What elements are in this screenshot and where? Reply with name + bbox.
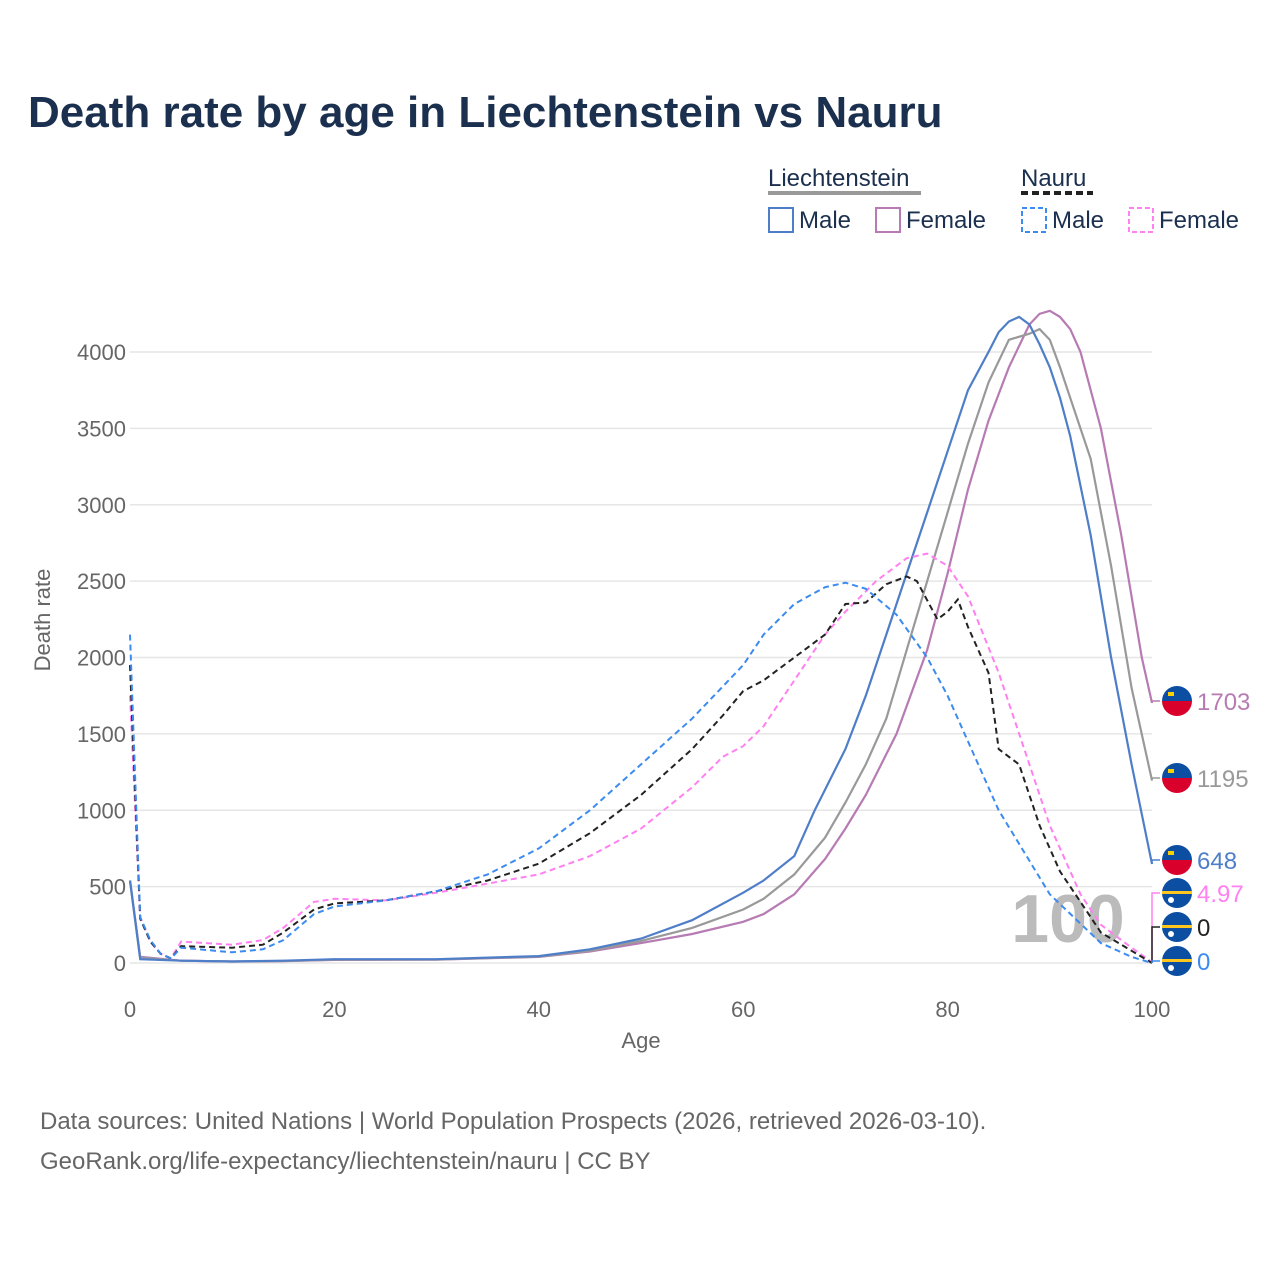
- source-line: Data sources: United Nations | World Pop…: [40, 1108, 987, 1135]
- legend-li-female[interactable]: Female: [906, 207, 986, 234]
- y-tick-label: 0: [114, 951, 126, 976]
- series-line-nauru-both: [129, 575, 1153, 964]
- y-axis-label: Death rate: [30, 569, 55, 672]
- end-value-label: 0: [1197, 949, 1210, 976]
- y-tick-label: 500: [89, 875, 126, 900]
- end-value-label: 1195: [1197, 766, 1249, 793]
- nauru-flag-icon: [1162, 878, 1192, 908]
- series-line-nauru-female: [129, 552, 1153, 964]
- y-tick-label: 3000: [77, 493, 126, 518]
- nauru-flag-icon: [1162, 912, 1192, 942]
- year-watermark: 100: [1011, 881, 1124, 957]
- leader-line: [1151, 960, 1160, 963]
- x-tick-label: 20: [322, 997, 346, 1022]
- legend-group-liechtenstein: Liechtenstein: [768, 165, 909, 192]
- nauru-flag-icon: [1162, 946, 1192, 976]
- legend-nr-male[interactable]: Male: [1052, 207, 1104, 234]
- x-axis-label: Age: [621, 1028, 660, 1053]
- legend-group-nauru: Nauru: [1021, 165, 1086, 192]
- leader-line: [1151, 777, 1160, 781]
- end-value-label: 0: [1197, 915, 1210, 942]
- legend-swatch-li-male: [768, 207, 794, 233]
- liechtenstein-flag-icon: [1162, 686, 1192, 716]
- chart-title: Death rate by age in Liechtenstein vs Na…: [28, 88, 943, 137]
- x-tick-label: 60: [731, 997, 755, 1022]
- y-tick-label: 2500: [77, 569, 126, 594]
- leader-line: [1151, 700, 1160, 703]
- end-value-label: 4.97: [1197, 881, 1244, 908]
- y-tick-label: 1500: [77, 722, 126, 747]
- series-line-liechtenstein-female: [128, 309, 1154, 963]
- end-value-label: 1703: [1197, 689, 1250, 716]
- legend-swatch-nr-female: [1128, 207, 1154, 233]
- x-tick-label: 40: [527, 997, 551, 1022]
- x-tick-label: 0: [124, 997, 136, 1022]
- legend-nr-female[interactable]: Female: [1159, 207, 1239, 234]
- legend: Liechtenstein Nauru Male Female Male Fem…: [768, 165, 1239, 234]
- series-line-liechtenstein-male: [128, 315, 1154, 963]
- legend-swatch-nr-male: [1021, 207, 1047, 233]
- y-tick-label: 4000: [77, 340, 126, 365]
- leader-line: [1151, 859, 1160, 865]
- y-tick-label: 3500: [77, 416, 126, 441]
- y-tick-label: 1000: [77, 798, 126, 823]
- x-tick-label: 100: [1134, 997, 1171, 1022]
- liechtenstein-flag-icon: [1162, 845, 1192, 875]
- leader-line: [1151, 926, 1160, 963]
- y-tick-label: 2000: [77, 646, 126, 671]
- series-line-nauru-male: [129, 581, 1153, 964]
- source-url[interactable]: GeoRank.org/life-expectancy/liechtenstei…: [40, 1148, 651, 1175]
- x-tick-label: 80: [935, 997, 959, 1022]
- series-line-liechtenstein-both: [128, 327, 1154, 963]
- end-value-label: 648: [1197, 848, 1237, 875]
- liechtenstein-flag-icon: [1162, 763, 1192, 793]
- legend-li-male[interactable]: Male: [799, 207, 851, 234]
- legend-swatch-li-female: [875, 207, 901, 233]
